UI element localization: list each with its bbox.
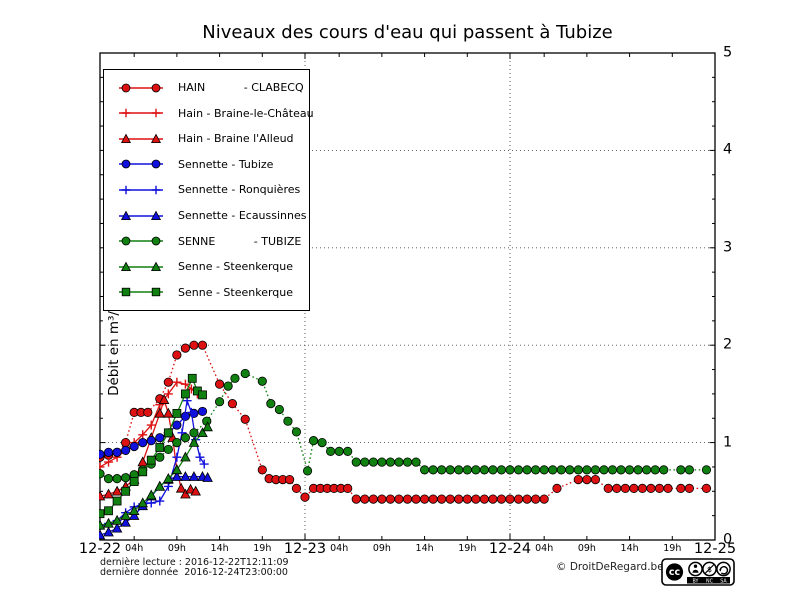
legend-item-label: Hain - Braine l'Alleud bbox=[178, 132, 294, 146]
circle-marker-icon bbox=[119, 236, 163, 246]
cc-by-icon bbox=[688, 561, 703, 577]
cc-logo-icon: cc bbox=[665, 563, 684, 581]
cc-label-by: BY bbox=[693, 578, 699, 584]
x-tick-hour-0: 04h bbox=[125, 543, 144, 554]
chart-title: Niveaux des cours d'eau qui passent à Tu… bbox=[202, 22, 613, 43]
cc-label-nc: NC bbox=[706, 578, 714, 584]
x-tick-day-12-22: 12-22 bbox=[78, 541, 122, 557]
circle-marker-icon bbox=[119, 83, 163, 93]
svg-text:cc: cc bbox=[669, 567, 680, 578]
plus-marker-icon bbox=[119, 109, 163, 118]
legend-item-label: Sennette - Ecaussinnes bbox=[178, 209, 307, 222]
y-tick-4: 4 bbox=[723, 142, 733, 159]
y-tick-0: 0 bbox=[723, 531, 733, 548]
x-tick-hour-5: 09h bbox=[372, 543, 391, 554]
x-tick-hour-6: 14h bbox=[415, 543, 434, 554]
legend-item: Sennette - Tubize bbox=[104, 152, 309, 176]
circle-marker-icon bbox=[119, 160, 163, 169]
x-tick-hour-2: 14h bbox=[210, 543, 229, 554]
legend-item: Senne - Steenkerque bbox=[104, 280, 309, 304]
last-reading-text: dernière lecture : 2016-12-22T12:11:09 bbox=[100, 557, 289, 568]
square-marker-icon bbox=[119, 287, 163, 297]
legend-item: Senne - Steenkerque bbox=[104, 255, 309, 279]
legend-item-label: Sennette - Ronquières bbox=[178, 183, 301, 197]
y-tick-1: 1 bbox=[723, 434, 733, 451]
copyright-text: © DroitDeRegard.be bbox=[556, 561, 664, 573]
cc-nc-icon: $ bbox=[702, 561, 717, 577]
x-tick-hour-11: 19h bbox=[663, 543, 682, 554]
legend-item: Hain - Braine l'Alleud bbox=[104, 127, 309, 151]
legend: HAIN - CLABECQ Hain - Braine-le-Château Ha… bbox=[103, 69, 314, 311]
legend-item-label: Hain - Braine-le-Château bbox=[178, 106, 314, 120]
cc-label-sa: SA bbox=[720, 578, 727, 584]
series-senne-steenkerque bbox=[99, 373, 207, 519]
legend-item-label: Sennette - Tubize bbox=[178, 157, 274, 171]
y-tick-2: 2 bbox=[723, 336, 733, 353]
x-tick-hour-8: 04h bbox=[535, 543, 554, 554]
x-tick-hour-3: 19h bbox=[253, 543, 272, 554]
legend-item: SENNE - TUBIZE bbox=[104, 229, 309, 253]
cc-sa-icon bbox=[716, 561, 731, 577]
x-tick-hour-4: 04h bbox=[330, 543, 349, 554]
x-tick-hour-9: 09h bbox=[577, 543, 596, 554]
x-tick-day-12-25: 12-25 bbox=[693, 541, 737, 557]
legend-item: Sennette - Ecaussinnes bbox=[104, 204, 309, 228]
legend-item: Sennette - Ronquières bbox=[104, 178, 309, 202]
triangle-marker-icon bbox=[119, 133, 163, 143]
series-senne-tubize bbox=[99, 368, 712, 484]
legend-item: Hain - Braine-le-Château bbox=[104, 101, 314, 125]
legend-item-label: Senne - Steenkerque bbox=[178, 260, 294, 274]
x-tick-hour-10: 14h bbox=[620, 543, 639, 554]
x-tick-day-12-24: 12-24 bbox=[488, 541, 532, 557]
plus-marker-icon bbox=[119, 185, 163, 195]
series-hain-clabecq bbox=[99, 340, 712, 504]
y-tick-3: 3 bbox=[723, 239, 733, 256]
legend-item-label: Senne - Steenkerque bbox=[178, 285, 294, 299]
x-tick-day-12-23: 12-23 bbox=[283, 541, 327, 557]
triangle-marker-icon bbox=[119, 261, 163, 271]
x-tick-hour-1: 09h bbox=[167, 543, 186, 554]
legend-item-label: HAIN - CLABECQ bbox=[178, 81, 304, 95]
triangle-marker-icon bbox=[119, 210, 163, 220]
legend-item-label: SENNE - TUBIZE bbox=[178, 234, 302, 248]
legend-item: HAIN - CLABECQ bbox=[104, 76, 309, 100]
creative-commons-badge-icon: cc $ BY NC SA bbox=[661, 558, 735, 586]
last-data-text: dernière donnée 2016-12-24T23:00:00 bbox=[100, 567, 288, 578]
x-tick-hour-7: 19h bbox=[458, 543, 477, 554]
series-senne-steenkerque bbox=[99, 421, 213, 530]
y-tick-5: 5 bbox=[723, 44, 733, 61]
